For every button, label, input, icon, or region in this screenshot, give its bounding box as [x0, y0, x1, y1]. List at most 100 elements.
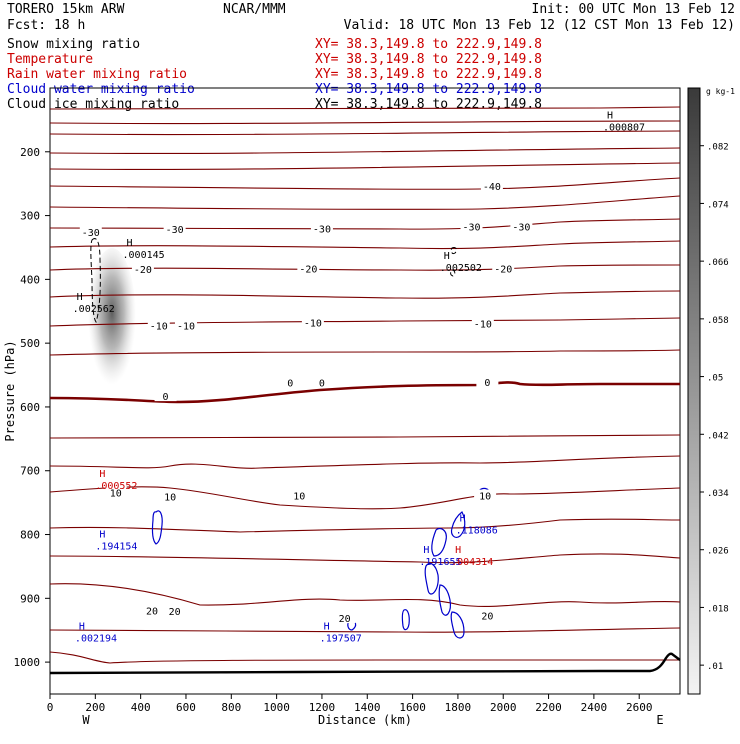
x-tick-label: 1200 — [309, 701, 336, 714]
colorbar-label: .026 — [707, 547, 729, 557]
isotherm-label: 0 — [319, 379, 325, 390]
legend-xy-temperature: XY= 38.3,149.8 to 222.9,149.8 — [315, 52, 542, 67]
ice-contour — [450, 247, 457, 254]
isotherm-line — [49, 434, 681, 439]
isotherm-label: -30 — [313, 224, 331, 235]
legend-name-cloud-ice: Cloud ice mixing ratio — [7, 97, 179, 112]
maximum-h-marker: H — [77, 292, 83, 303]
isotherm-label: -20 — [299, 265, 317, 276]
x-tick-label: 1800 — [445, 701, 472, 714]
x-tick-label: 2600 — [626, 701, 653, 714]
isotherm-line — [49, 195, 681, 210]
maximum-h-marker: H — [423, 545, 429, 556]
isotherm-label-bg — [480, 180, 503, 192]
legend-name-cloud-water: Cloud water mixing ratio — [7, 82, 195, 97]
x-tick-label: 1600 — [399, 701, 426, 714]
isotherm-label-bg — [79, 226, 102, 238]
isotherm-label-bg — [310, 376, 333, 388]
cloud-water-contour — [431, 527, 447, 557]
isotherm-label-bg — [310, 222, 333, 234]
maximum-value: .191655 — [419, 557, 461, 568]
isotherm-label: -20 — [494, 265, 512, 276]
isotherm-line — [49, 583, 681, 607]
x-tick-label: 400 — [131, 701, 151, 714]
colorbar-label: .074 — [707, 200, 729, 210]
isotherm-label: -10 — [304, 319, 322, 330]
colorbar-label: .058 — [707, 316, 729, 326]
cloud-water-contour — [438, 584, 451, 616]
isotherm-line — [49, 106, 681, 110]
isotherm-label: -30 — [512, 222, 530, 233]
maximum-value: .000145 — [123, 250, 165, 261]
isotherm-label-bg — [288, 489, 311, 501]
colorbar-label: .082 — [707, 143, 729, 153]
y-tick-label: 200 — [20, 146, 40, 159]
y-tick-label: 800 — [20, 529, 40, 542]
isotherm-label: 10 — [110, 488, 122, 499]
isotherm-label: -30 — [166, 225, 184, 236]
isotherm-line — [49, 120, 681, 125]
isotherm-label-bg — [163, 605, 186, 617]
colorbar-label: .034 — [707, 489, 729, 499]
freezing-level-line — [49, 381, 680, 404]
isotherm-line — [49, 147, 681, 155]
x-tick-label: 1400 — [354, 701, 381, 714]
isotherm-label-bg — [163, 222, 186, 234]
header: TORERO 15km ARW NCAR/MMM Init: 00 UTC Mo… — [7, 2, 735, 33]
maximum-value: .002194 — [75, 633, 117, 644]
isotherm-label-bg — [301, 316, 324, 328]
ice-contour — [90, 238, 101, 324]
x-tick-label: 0 — [47, 701, 54, 714]
cloud-ice-contours — [90, 238, 457, 324]
y-axis-label: Pressure (hPa) — [3, 340, 17, 441]
isotherm-line — [49, 240, 681, 250]
maximum-value: .194154 — [95, 542, 137, 553]
isotherm-line — [49, 218, 681, 230]
isotherm-line — [49, 290, 681, 299]
legend-name-temperature: Temperature — [7, 52, 93, 67]
isotherm-line — [49, 486, 681, 510]
isotherm-label-bg — [154, 390, 177, 402]
x-tick-label: 1000 — [263, 701, 290, 714]
x-axis-label: Distance (km) — [318, 713, 412, 727]
isotherm-label: -20 — [134, 265, 152, 276]
cloud-water-contour — [151, 510, 163, 545]
isotherm-line — [49, 518, 681, 533]
isotherm-label: -10 — [177, 321, 195, 332]
isotherm-label-bg — [476, 609, 499, 621]
terrain-line — [49, 652, 681, 675]
isotherm-line — [49, 553, 681, 564]
cloud-water-contour — [450, 611, 465, 639]
isotherm-line — [49, 130, 681, 136]
isotherm-label-bg — [492, 262, 515, 274]
y-tick-label: 1000 — [14, 656, 41, 669]
isotherm-label: 0 — [484, 378, 490, 389]
isotherm-label: -30 — [82, 228, 100, 239]
isotherm-label: 20 — [146, 606, 158, 617]
y-tick-label: 600 — [20, 401, 40, 414]
maximum-h-marker: H — [99, 469, 105, 480]
isotherm-label: 0 — [163, 392, 169, 403]
legend-xy-cloud-water: XY= 38.3,149.8 to 222.9,149.8 — [315, 82, 542, 97]
maximum-value: .002562 — [73, 304, 115, 315]
legend-xy-rain: XY= 38.3,149.8 to 222.9,149.8 — [315, 67, 542, 82]
field-legend: Snow mixing ratio XY= 38.3,149.8 to 222.… — [7, 37, 542, 112]
colorbar: g kg-1 .01 .018 .026 .034 .042 .05 .058 .066 .07… — [687, 87, 735, 695]
org-title: NCAR/MMM — [223, 2, 286, 17]
maximum-value: .000807 — [603, 122, 645, 133]
model-title: TORERO 15km ARW — [7, 2, 125, 17]
isotherm-label-bg — [140, 604, 163, 616]
isotherm-label-bg — [471, 317, 494, 329]
isotherm-label-bg — [104, 486, 127, 498]
x-tick-label: 2200 — [535, 701, 562, 714]
isotherm-line — [49, 349, 681, 356]
axes: 0 200 400 600 800 1000 1200 1400 1600 1800 2000 220… — [14, 146, 653, 714]
y-tick-label: 900 — [20, 592, 40, 605]
isotherm-label: -40 — [483, 182, 501, 193]
cloud-water-contour — [424, 562, 439, 595]
legend-xy-cloud-ice: XY= 38.3,149.8 to 222.9,149.8 — [315, 97, 542, 112]
isotherm-line — [49, 455, 681, 469]
isotherm-label-bg — [147, 319, 170, 331]
colorbar-label: .042 — [707, 431, 729, 441]
